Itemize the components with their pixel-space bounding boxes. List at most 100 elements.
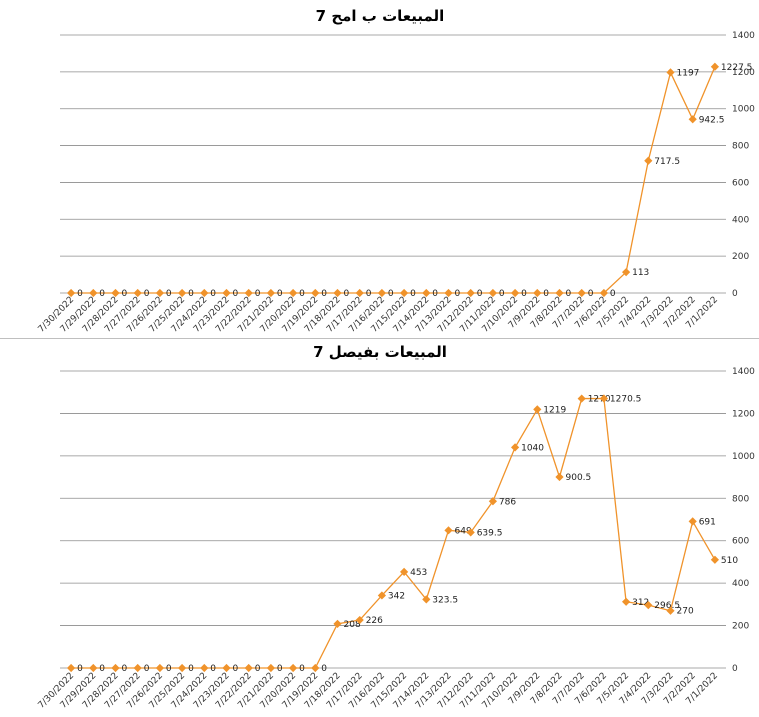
- data-label: 0: [99, 289, 105, 299]
- data-point[interactable]: [688, 517, 697, 526]
- data-point[interactable]: [488, 497, 498, 506]
- data-point[interactable]: [311, 663, 320, 673]
- data-point[interactable]: [399, 567, 409, 577]
- data-point[interactable]: [288, 663, 298, 673]
- data-point[interactable]: [155, 663, 165, 673]
- data-point[interactable]: [311, 288, 320, 298]
- data-label: 0: [321, 289, 327, 299]
- data-point[interactable]: [244, 663, 253, 673]
- y-tick-label: 600: [732, 178, 749, 188]
- data-point[interactable]: [599, 288, 609, 298]
- data-label: 1219: [543, 405, 566, 415]
- data-label: 0: [610, 289, 616, 299]
- data-point[interactable]: [377, 591, 387, 600]
- chart-sales-branch-2[interactable]: المبيعات بفيصل 7 0 200 400 600 800 1000 1200 14…: [0, 339, 759, 717]
- y-tick-label: 800: [732, 142, 749, 152]
- data-point[interactable]: [577, 394, 586, 403]
- data-label: 0: [255, 664, 261, 674]
- data-label: 649: [455, 526, 472, 536]
- data-point[interactable]: [377, 288, 387, 298]
- y-tick-label: 400: [732, 579, 749, 589]
- data-point[interactable]: [333, 288, 342, 298]
- data-label: 0: [388, 289, 394, 299]
- data-label: 0: [432, 289, 438, 299]
- data-point[interactable]: [244, 288, 253, 298]
- chart-1-canvas: المبيعات ب امح 7 0 200 400 600 800 1000 1200 14…: [37, 7, 756, 335]
- data-point[interactable]: [555, 288, 564, 298]
- data-point[interactable]: [89, 663, 98, 673]
- data-point[interactable]: [444, 526, 453, 535]
- data-point[interactable]: [200, 288, 209, 298]
- data-label: 0: [166, 664, 172, 674]
- data-point[interactable]: [177, 288, 187, 298]
- data-point[interactable]: [666, 606, 675, 615]
- data-point[interactable]: [533, 288, 542, 298]
- data-point[interactable]: [111, 663, 120, 673]
- data-point[interactable]: [510, 443, 520, 452]
- data-point[interactable]: [177, 663, 187, 673]
- data-label: 0: [122, 289, 128, 299]
- chart-sales-branch-1[interactable]: المبيعات ب امح 7 0 200 400 600 800 1000 1200 14…: [0, 0, 759, 339]
- chart-2-canvas: المبيعات بفيصل 7 0 200 400 600 800 1000 1200 14…: [37, 343, 756, 711]
- data-point[interactable]: [466, 288, 475, 298]
- data-point[interactable]: [355, 288, 364, 298]
- data-label: 0: [233, 664, 239, 674]
- data-point[interactable]: [710, 555, 720, 564]
- data-point[interactable]: [133, 663, 142, 673]
- data-point[interactable]: [66, 288, 76, 298]
- data-label: 0: [122, 664, 128, 674]
- data-point[interactable]: [266, 663, 276, 673]
- data-label: 0: [410, 289, 416, 299]
- data-label: 942.5: [699, 115, 725, 125]
- data-label: 323.5: [432, 595, 458, 605]
- data-point[interactable]: [222, 663, 231, 673]
- data-point[interactable]: [444, 288, 453, 298]
- y-tick-label: 200: [732, 622, 749, 632]
- data-point[interactable]: [155, 288, 165, 298]
- data-point[interactable]: [644, 600, 653, 610]
- data-label: 453: [410, 568, 427, 578]
- data-label: 0: [543, 289, 549, 299]
- y-tick-label: 1400: [732, 367, 755, 377]
- data-point[interactable]: [555, 472, 564, 482]
- data-point[interactable]: [621, 268, 631, 277]
- data-point[interactable]: [333, 619, 342, 628]
- data-point[interactable]: [288, 288, 298, 298]
- data-point[interactable]: [510, 288, 520, 298]
- y-tick-label: 400: [732, 215, 749, 225]
- data-point[interactable]: [355, 615, 364, 625]
- series-line: [71, 397, 716, 669]
- data-point[interactable]: [533, 405, 542, 414]
- data-point[interactable]: [422, 288, 431, 298]
- chart-2-title: المبيعات بفيصل 7: [313, 343, 447, 361]
- y-tick-label: 0: [732, 664, 738, 674]
- data-point[interactable]: [399, 288, 409, 298]
- data-point[interactable]: [111, 288, 120, 298]
- data-point[interactable]: [644, 156, 653, 165]
- data-point[interactable]: [200, 663, 209, 673]
- data-point[interactable]: [133, 288, 142, 298]
- data-label: 1197: [677, 68, 700, 78]
- data-point[interactable]: [266, 288, 276, 298]
- data-point[interactable]: [488, 288, 498, 298]
- data-point[interactable]: [710, 62, 720, 71]
- data-label: 691: [699, 517, 716, 527]
- data-label: 0: [477, 289, 483, 299]
- data-point[interactable]: [577, 288, 586, 298]
- data-label: 0: [77, 664, 83, 674]
- data-label: 786: [499, 497, 516, 507]
- data-point[interactable]: [89, 288, 98, 298]
- y-tick-label: 200: [732, 252, 749, 262]
- y-tick-label: 600: [732, 537, 749, 547]
- data-point[interactable]: [66, 663, 76, 673]
- data-point[interactable]: [422, 595, 431, 604]
- data-label: 270: [677, 607, 694, 617]
- data-point[interactable]: [666, 68, 675, 77]
- data-point[interactable]: [222, 288, 231, 298]
- data-point[interactable]: [621, 597, 631, 606]
- data-label: 510: [721, 556, 738, 566]
- data-point[interactable]: [599, 394, 609, 403]
- data-point[interactable]: [688, 115, 697, 124]
- data-point[interactable]: [466, 528, 475, 537]
- data-label: 0: [588, 289, 594, 299]
